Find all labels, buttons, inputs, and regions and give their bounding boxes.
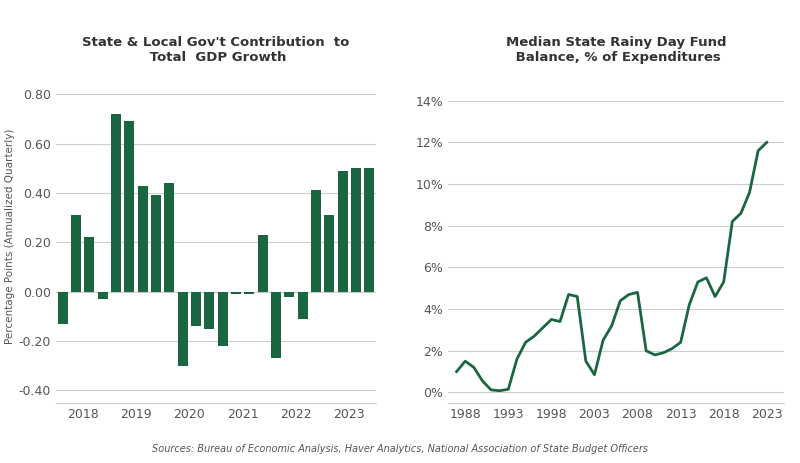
Bar [284, 292, 294, 297]
Bar [364, 168, 374, 292]
Bar [231, 292, 241, 294]
Bar [164, 183, 174, 292]
Title: State & Local Gov't Contribution  to
 Total  GDP Growth: State & Local Gov't Contribution to Tota… [82, 36, 350, 64]
Bar [191, 292, 201, 326]
Bar [124, 121, 134, 292]
Bar [311, 190, 321, 292]
Bar [204, 292, 214, 329]
Bar [71, 215, 81, 292]
Bar [338, 171, 348, 292]
Text: Sources: Bureau of Economic Analysis, Haver Analytics, National Association of S: Sources: Bureau of Economic Analysis, Ha… [152, 444, 648, 454]
Bar [218, 292, 228, 346]
Bar [351, 168, 361, 292]
Bar [138, 186, 148, 292]
Bar [98, 292, 108, 299]
Bar [271, 292, 281, 358]
Bar [58, 292, 68, 324]
Bar [244, 292, 254, 294]
Bar [84, 238, 94, 292]
Bar [151, 195, 161, 292]
Bar [324, 215, 334, 292]
Y-axis label: Percentage Points (Annualized Quarterly): Percentage Points (Annualized Quarterly) [5, 128, 14, 344]
Title: Median State Rainy Day Fund
 Balance, % of Expenditures: Median State Rainy Day Fund Balance, % o… [506, 36, 726, 64]
Bar [111, 114, 121, 292]
Bar [298, 292, 308, 319]
Bar [258, 235, 268, 292]
Bar [178, 292, 188, 366]
